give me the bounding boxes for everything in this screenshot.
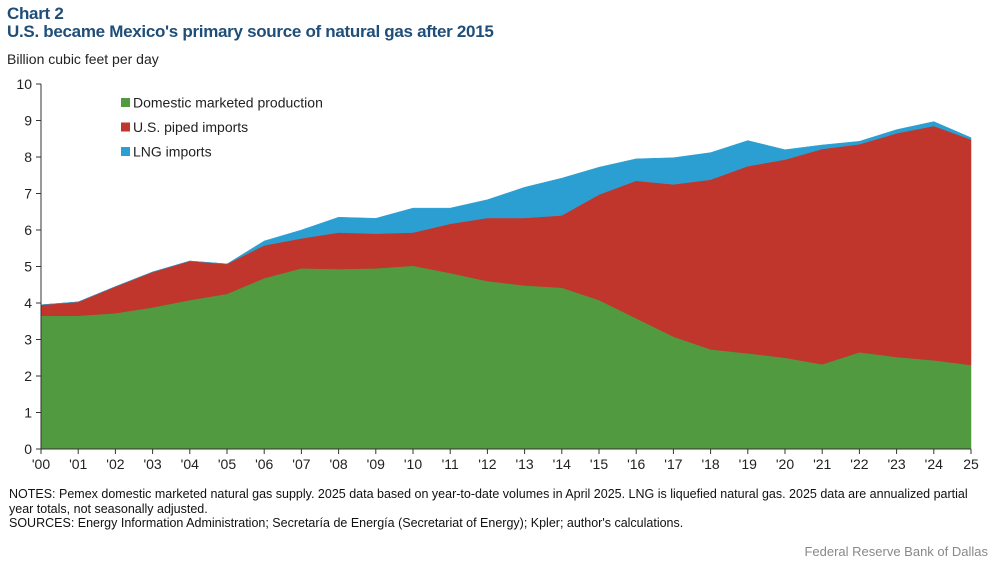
x-tick-label: '05	[218, 456, 236, 472]
y-tick-label: 3	[24, 332, 32, 348]
legend-swatch	[121, 147, 130, 156]
chart-notes: NOTES: Pemex domestic marketed natural g…	[9, 487, 989, 531]
chart-title: U.S. became Mexico's primary source of n…	[7, 22, 494, 41]
area-lng-imports	[40, 121, 972, 306]
x-tick-label: '18	[701, 456, 719, 472]
legend-label: U.S. piped imports	[133, 119, 248, 135]
x-tick-label: '04	[181, 456, 199, 472]
x-tick-label: '07	[292, 456, 310, 472]
x-tick-label: '23	[887, 456, 905, 472]
x-tick-label: '19	[739, 456, 757, 472]
chart-number: Chart 2	[7, 4, 64, 23]
x-tick-label: '21	[813, 456, 831, 472]
y-tick-label: 2	[24, 368, 32, 384]
y-tick-label: 5	[24, 259, 32, 275]
x-tick-label: '11	[442, 456, 459, 472]
y-tick-label: 0	[24, 441, 32, 457]
legend-swatch	[121, 98, 130, 107]
y-axis-label: Billion cubic feet per day	[7, 51, 159, 67]
y-tick-label: 1	[24, 405, 32, 421]
x-tick-label: '01	[69, 456, 87, 472]
x-tick-label: '03	[143, 456, 161, 472]
notes-text: NOTES: Pemex domestic marketed natural g…	[9, 487, 968, 516]
credit-text: Federal Reserve Bank of Dallas	[804, 544, 988, 559]
x-tick-label: '06	[255, 456, 273, 472]
y-tick-label: 4	[24, 295, 32, 311]
x-tick-label: '00	[32, 456, 50, 472]
x-tick-label: '02	[106, 456, 124, 472]
x-tick-label: '09	[367, 456, 385, 472]
y-tick-label: 6	[24, 222, 32, 238]
x-tick-label: '15	[590, 456, 608, 472]
x-tick-label: 25	[963, 456, 979, 472]
legend-label: LNG imports	[133, 144, 212, 160]
x-tick-label: '13	[515, 456, 533, 472]
y-tick-label: 9	[24, 113, 32, 129]
sources-text: SOURCES: Energy Information Administrati…	[9, 516, 684, 530]
y-tick-label: 7	[24, 186, 32, 202]
x-tick-label: '16	[627, 456, 645, 472]
x-tick-label: '24	[925, 456, 943, 472]
x-tick-label: '14	[553, 456, 571, 472]
x-tick-label: '17	[664, 456, 682, 472]
x-tick-label: '12	[478, 456, 496, 472]
x-tick-label: '20	[776, 456, 794, 472]
y-tick-label: 10	[16, 76, 32, 92]
legend-label: Domestic marketed production	[133, 95, 323, 111]
x-tick-label: '22	[850, 456, 868, 472]
y-tick-label: 8	[24, 149, 32, 165]
legend-swatch	[121, 122, 130, 132]
x-tick-label: '10	[404, 456, 422, 472]
x-tick-label: '08	[329, 456, 347, 472]
